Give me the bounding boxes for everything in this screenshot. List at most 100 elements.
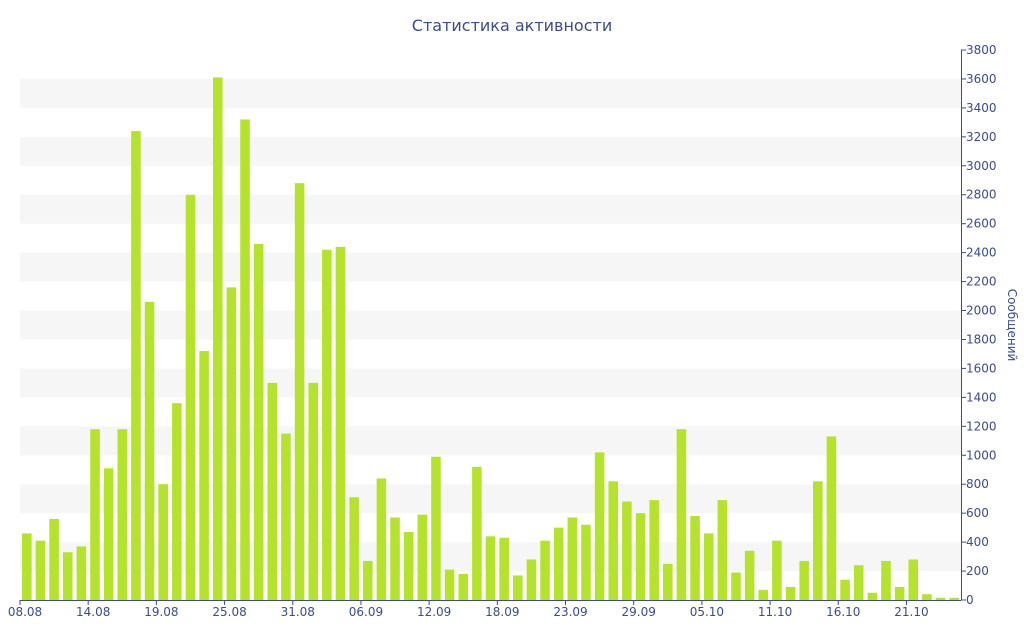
bar [894, 586, 905, 600]
bar-series [22, 77, 959, 601]
bar [76, 546, 87, 600]
bar [172, 403, 182, 600]
y-tick-label: 3000 [966, 159, 997, 173]
bar [403, 531, 414, 600]
bar [22, 533, 32, 600]
bar [826, 436, 837, 600]
grid-band [20, 426, 961, 456]
bar [908, 559, 919, 600]
bar [199, 351, 209, 600]
bar [472, 466, 482, 600]
grid-bands [20, 78, 961, 572]
y-axis-ticks: 0 200 400 600 800 1000 1200 1400 1600 1800 2000 220… [961, 43, 997, 607]
y-tick-label: 2000 [966, 304, 997, 318]
bar [226, 287, 237, 600]
x-tick-label: 21.10 [894, 605, 928, 619]
y-tick-label: 400 [966, 535, 989, 549]
bar [703, 533, 714, 600]
bar [540, 540, 550, 600]
x-tick-label: 31.08 [281, 605, 315, 619]
y-tick-label: 2400 [966, 246, 997, 260]
y-tick-label: 1400 [966, 390, 997, 404]
bar [717, 500, 728, 600]
bar [622, 501, 632, 600]
y-axis-title: Сообщений [1005, 289, 1019, 362]
bar [553, 527, 564, 600]
bar [608, 481, 619, 600]
y-tick-label: 0 [966, 593, 974, 607]
bar [281, 433, 291, 600]
bar [772, 540, 782, 600]
bar [349, 497, 359, 600]
x-tick-label: 12.09 [417, 605, 451, 619]
y-tick-label: 600 [966, 506, 989, 520]
bar [144, 301, 155, 600]
y-tick-label: 2800 [966, 188, 997, 202]
bar [840, 579, 850, 600]
bar [663, 563, 673, 600]
bar [758, 589, 769, 600]
bar [117, 429, 128, 600]
x-tick-label: 23.09 [553, 605, 587, 619]
bar [867, 592, 878, 600]
y-tick-label: 3800 [966, 43, 997, 57]
y-tick-label: 200 [966, 564, 989, 578]
y-tick-label: 3200 [966, 130, 997, 144]
bar [103, 468, 114, 600]
bar [813, 481, 823, 600]
bar [62, 552, 73, 600]
grid-band [20, 368, 961, 398]
bar [785, 586, 796, 600]
bar [799, 560, 809, 600]
x-tick-label: 16.10 [826, 605, 860, 619]
bar [267, 382, 278, 600]
grid-band [20, 136, 961, 166]
bar [690, 516, 700, 600]
axes [20, 50, 962, 601]
y-tick-label: 1800 [966, 332, 997, 346]
bar [513, 575, 523, 600]
y-tick-label: 2600 [966, 217, 997, 231]
bar [458, 573, 468, 600]
bar [485, 536, 496, 600]
bar [922, 594, 932, 600]
y-tick-label: 2200 [966, 275, 997, 289]
bar [526, 559, 537, 600]
y-tick-label: 1000 [966, 448, 997, 462]
bar [417, 514, 428, 600]
x-tick-label: 18.09 [485, 605, 519, 619]
x-axis-ticks: 08.08 14.08 19.08 25.08 31.08 06.09 12.09 18.09… [8, 600, 929, 619]
x-tick-label: 08.08 [8, 605, 42, 619]
bar [158, 484, 168, 600]
y-tick-label: 3400 [966, 101, 997, 115]
bar [308, 382, 318, 600]
bar [594, 452, 605, 600]
chart-title: Статистика активности [412, 16, 612, 35]
x-tick-label: 14.08 [76, 605, 110, 619]
grid-band [20, 78, 961, 108]
bar [212, 77, 223, 600]
bar [567, 517, 578, 600]
bar [444, 569, 455, 600]
grid-band [20, 310, 961, 340]
x-tick-label: 19.08 [144, 605, 178, 619]
bar [90, 429, 100, 600]
bar [362, 560, 373, 600]
bar [499, 537, 509, 600]
y-tick-label: 1600 [966, 361, 997, 375]
y-tick-label: 1200 [966, 419, 997, 433]
bar [335, 246, 346, 600]
y-tick-label: 800 [966, 477, 989, 491]
bar [853, 565, 864, 600]
bar [390, 517, 400, 600]
bar [935, 597, 946, 600]
grid-band [20, 252, 961, 282]
bar [649, 500, 659, 600]
bar [676, 429, 687, 600]
bar [581, 524, 591, 600]
bar [49, 518, 59, 600]
bar [881, 560, 891, 600]
bar [431, 456, 441, 600]
